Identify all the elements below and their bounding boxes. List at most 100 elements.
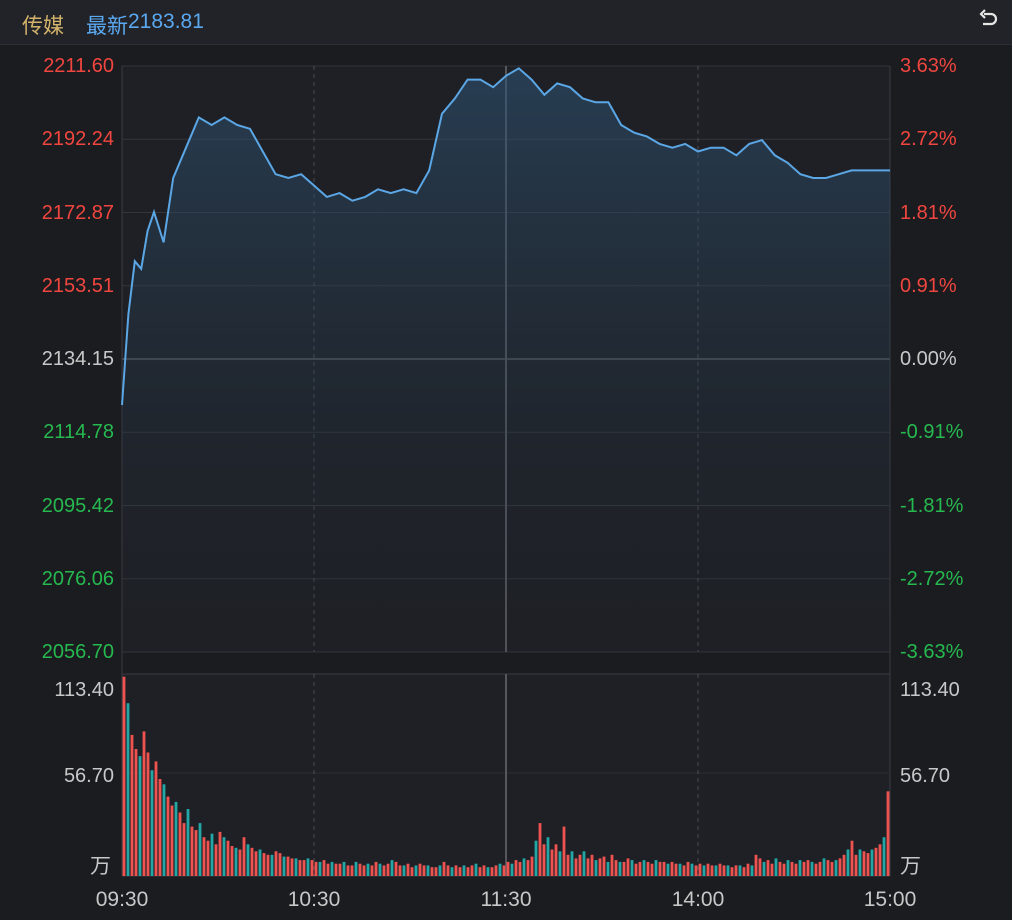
volume-bar — [622, 861, 626, 876]
volume-bar — [626, 858, 630, 876]
volume-bar — [794, 863, 798, 876]
volume-bar — [158, 779, 162, 876]
volume-bar — [678, 863, 682, 876]
volume-bar — [882, 837, 886, 876]
volume-bar — [470, 865, 474, 876]
volume-mid-right: 56.70 — [900, 765, 951, 787]
volume-bar — [574, 858, 578, 876]
volume-bar — [834, 860, 838, 876]
volume-bar — [762, 861, 766, 876]
volume-bar — [230, 846, 234, 876]
volume-bar — [850, 840, 854, 876]
volume-bar — [302, 860, 306, 876]
volume-bar — [398, 865, 402, 876]
volume-bar — [186, 809, 190, 876]
volume-bar — [138, 756, 142, 876]
volume-bar — [326, 863, 330, 876]
volume-bar — [654, 860, 658, 876]
volume-bar — [854, 854, 858, 876]
volume-bar — [766, 860, 770, 876]
volume-bar — [598, 858, 602, 876]
volume-bar — [798, 860, 802, 876]
price-area — [122, 68, 890, 653]
volume-bar — [386, 863, 390, 876]
volume-bar — [538, 823, 542, 876]
percent-tick-label: 0.00% — [900, 348, 957, 370]
volume-bar — [262, 853, 266, 876]
volume-bar — [582, 851, 586, 876]
volume-bar — [346, 865, 350, 876]
price-tick-label: 2076.06 — [41, 567, 114, 590]
volume-bar — [214, 844, 218, 876]
volume-bar — [658, 861, 662, 876]
volume-bar — [782, 863, 786, 876]
volume-bar — [286, 856, 290, 876]
volume-bar — [878, 844, 882, 876]
volume-bar — [522, 858, 526, 876]
volume-bar — [822, 858, 826, 876]
volume-bar — [298, 860, 302, 876]
price-tick-label: 2134.15 — [41, 348, 114, 370]
price-tick-label: 2172.87 — [41, 201, 114, 224]
volume-bar — [390, 860, 394, 876]
volume-bar — [590, 854, 594, 876]
volume-bar — [734, 865, 738, 876]
volume-unit-right: 万 — [900, 855, 921, 878]
volume-bar — [222, 837, 226, 876]
volume-bar — [490, 867, 494, 876]
volume-bar — [630, 860, 634, 876]
volume-bar — [686, 861, 690, 876]
volume-bar — [238, 849, 242, 876]
volume-bar — [350, 865, 354, 876]
volume-bar — [246, 844, 250, 876]
volume-mid-left: 56.70 — [63, 765, 114, 787]
volume-bar — [166, 796, 170, 876]
volume-bar — [234, 847, 238, 876]
price-line — [121, 67, 890, 406]
volume-bar — [126, 703, 130, 876]
volume-bar — [322, 860, 326, 876]
volume-bar — [542, 844, 546, 876]
volume-bar — [454, 865, 458, 876]
volume-bar — [162, 784, 166, 876]
volume-bar — [554, 844, 558, 876]
back-button[interactable] — [974, 8, 1002, 36]
volume-bar — [366, 863, 370, 876]
volume-bar — [190, 826, 194, 876]
percent-tick-label: 3.63% — [900, 55, 957, 77]
time-tick-label: 09:30 — [95, 888, 149, 911]
volume-bar — [134, 749, 138, 876]
volume-bar — [242, 837, 246, 876]
volume-bar — [670, 861, 674, 876]
volume-bar — [594, 860, 598, 876]
volume-bar — [786, 860, 790, 876]
undo-arrow-icon — [976, 8, 1000, 37]
price-tick-label: 2153.51 — [41, 274, 114, 297]
price-tick-label: 2056.70 — [41, 641, 114, 663]
volume-bar — [174, 801, 178, 876]
volume-bar — [482, 865, 486, 876]
volume-bar — [826, 860, 830, 876]
percent-tick-label: 0.91% — [900, 274, 957, 297]
volume-bar — [338, 863, 342, 876]
volume-bar — [330, 861, 334, 876]
volume-bar — [858, 849, 862, 876]
volume-bar — [710, 865, 714, 876]
volume-bar — [178, 812, 182, 876]
volume-bar — [566, 854, 570, 876]
volume-bar — [546, 837, 550, 876]
volume-max-left: 113.40 — [54, 679, 114, 701]
volume-bar — [866, 853, 870, 876]
volume-bar — [278, 853, 282, 876]
volume-bar — [706, 863, 710, 876]
volume-bar — [618, 861, 622, 876]
volume-bar — [254, 851, 258, 876]
volume-bar — [418, 863, 422, 876]
volume-bar — [130, 734, 134, 876]
volume-bar — [602, 856, 606, 876]
volume-bar — [606, 861, 610, 876]
time-tick-label: 14:00 — [671, 888, 725, 911]
volume-bar — [450, 867, 454, 876]
volume-bar — [122, 676, 126, 876]
volume-bar — [270, 854, 274, 876]
